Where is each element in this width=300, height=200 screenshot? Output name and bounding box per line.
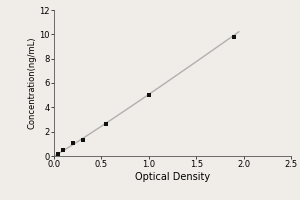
Point — [56, 152, 61, 155]
Point — [104, 122, 109, 125]
Y-axis label: Concentration(ng/mL): Concentration(ng/mL) — [28, 37, 37, 129]
Point — [232, 35, 236, 38]
X-axis label: Optical Density: Optical Density — [135, 172, 210, 182]
Point — [81, 138, 86, 141]
Point — [146, 94, 151, 97]
Point — [61, 148, 66, 152]
Point — [70, 141, 75, 144]
